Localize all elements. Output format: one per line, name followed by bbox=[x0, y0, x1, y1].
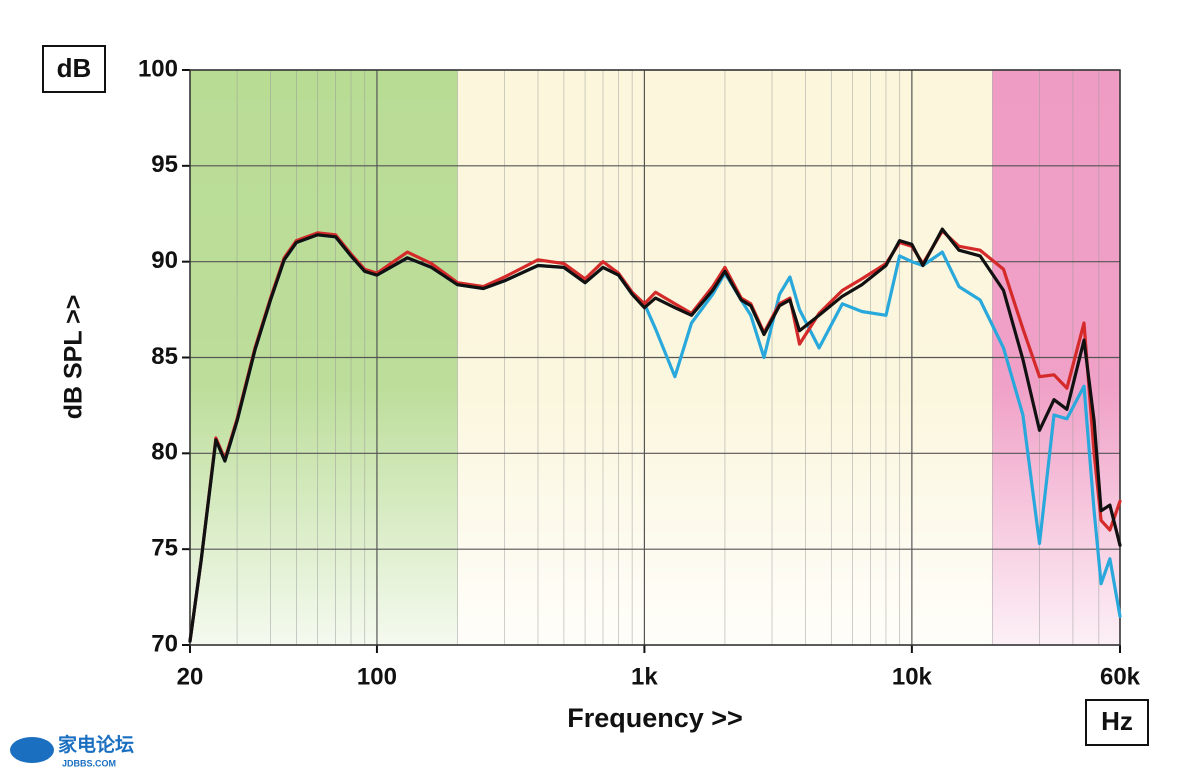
x-axis-label: Frequency >> bbox=[567, 703, 743, 733]
labels: 20 100 1k 10k 60k 70 75 80 85 90 95 100 bbox=[138, 55, 1141, 690]
lines bbox=[188, 227, 1122, 643]
x-tick-label: 10k bbox=[892, 663, 933, 690]
x-tick-label: 1k bbox=[631, 663, 658, 690]
y-tick-label: 70 bbox=[151, 630, 178, 657]
x-tick-label: 100 bbox=[357, 663, 397, 690]
y-tick-label: 85 bbox=[151, 343, 178, 370]
y-unit: dB bbox=[57, 53, 92, 83]
x-tick-label: 60k bbox=[1100, 663, 1141, 690]
y-unit-box bbox=[42, 45, 106, 93]
y-tick-label: 95 bbox=[151, 151, 178, 178]
plot-frame bbox=[189, 69, 1121, 646]
x-unit: Hz bbox=[1101, 706, 1133, 736]
x-tick-label: 20 bbox=[177, 663, 204, 690]
watermark-name: 家电论坛 bbox=[58, 733, 134, 756]
x-unit-box bbox=[1085, 699, 1149, 746]
y-tick-label: 75 bbox=[151, 535, 178, 562]
series-line bbox=[188, 227, 1122, 643]
y-tick-label: 90 bbox=[151, 247, 178, 274]
y-tick-label: 80 bbox=[151, 439, 178, 466]
watermark-logo bbox=[10, 737, 54, 763]
watermark-site: JDBBS.COM bbox=[62, 758, 116, 768]
y-axis-label: dB SPL >> bbox=[60, 295, 88, 420]
y-tick-label: 100 bbox=[138, 55, 178, 82]
